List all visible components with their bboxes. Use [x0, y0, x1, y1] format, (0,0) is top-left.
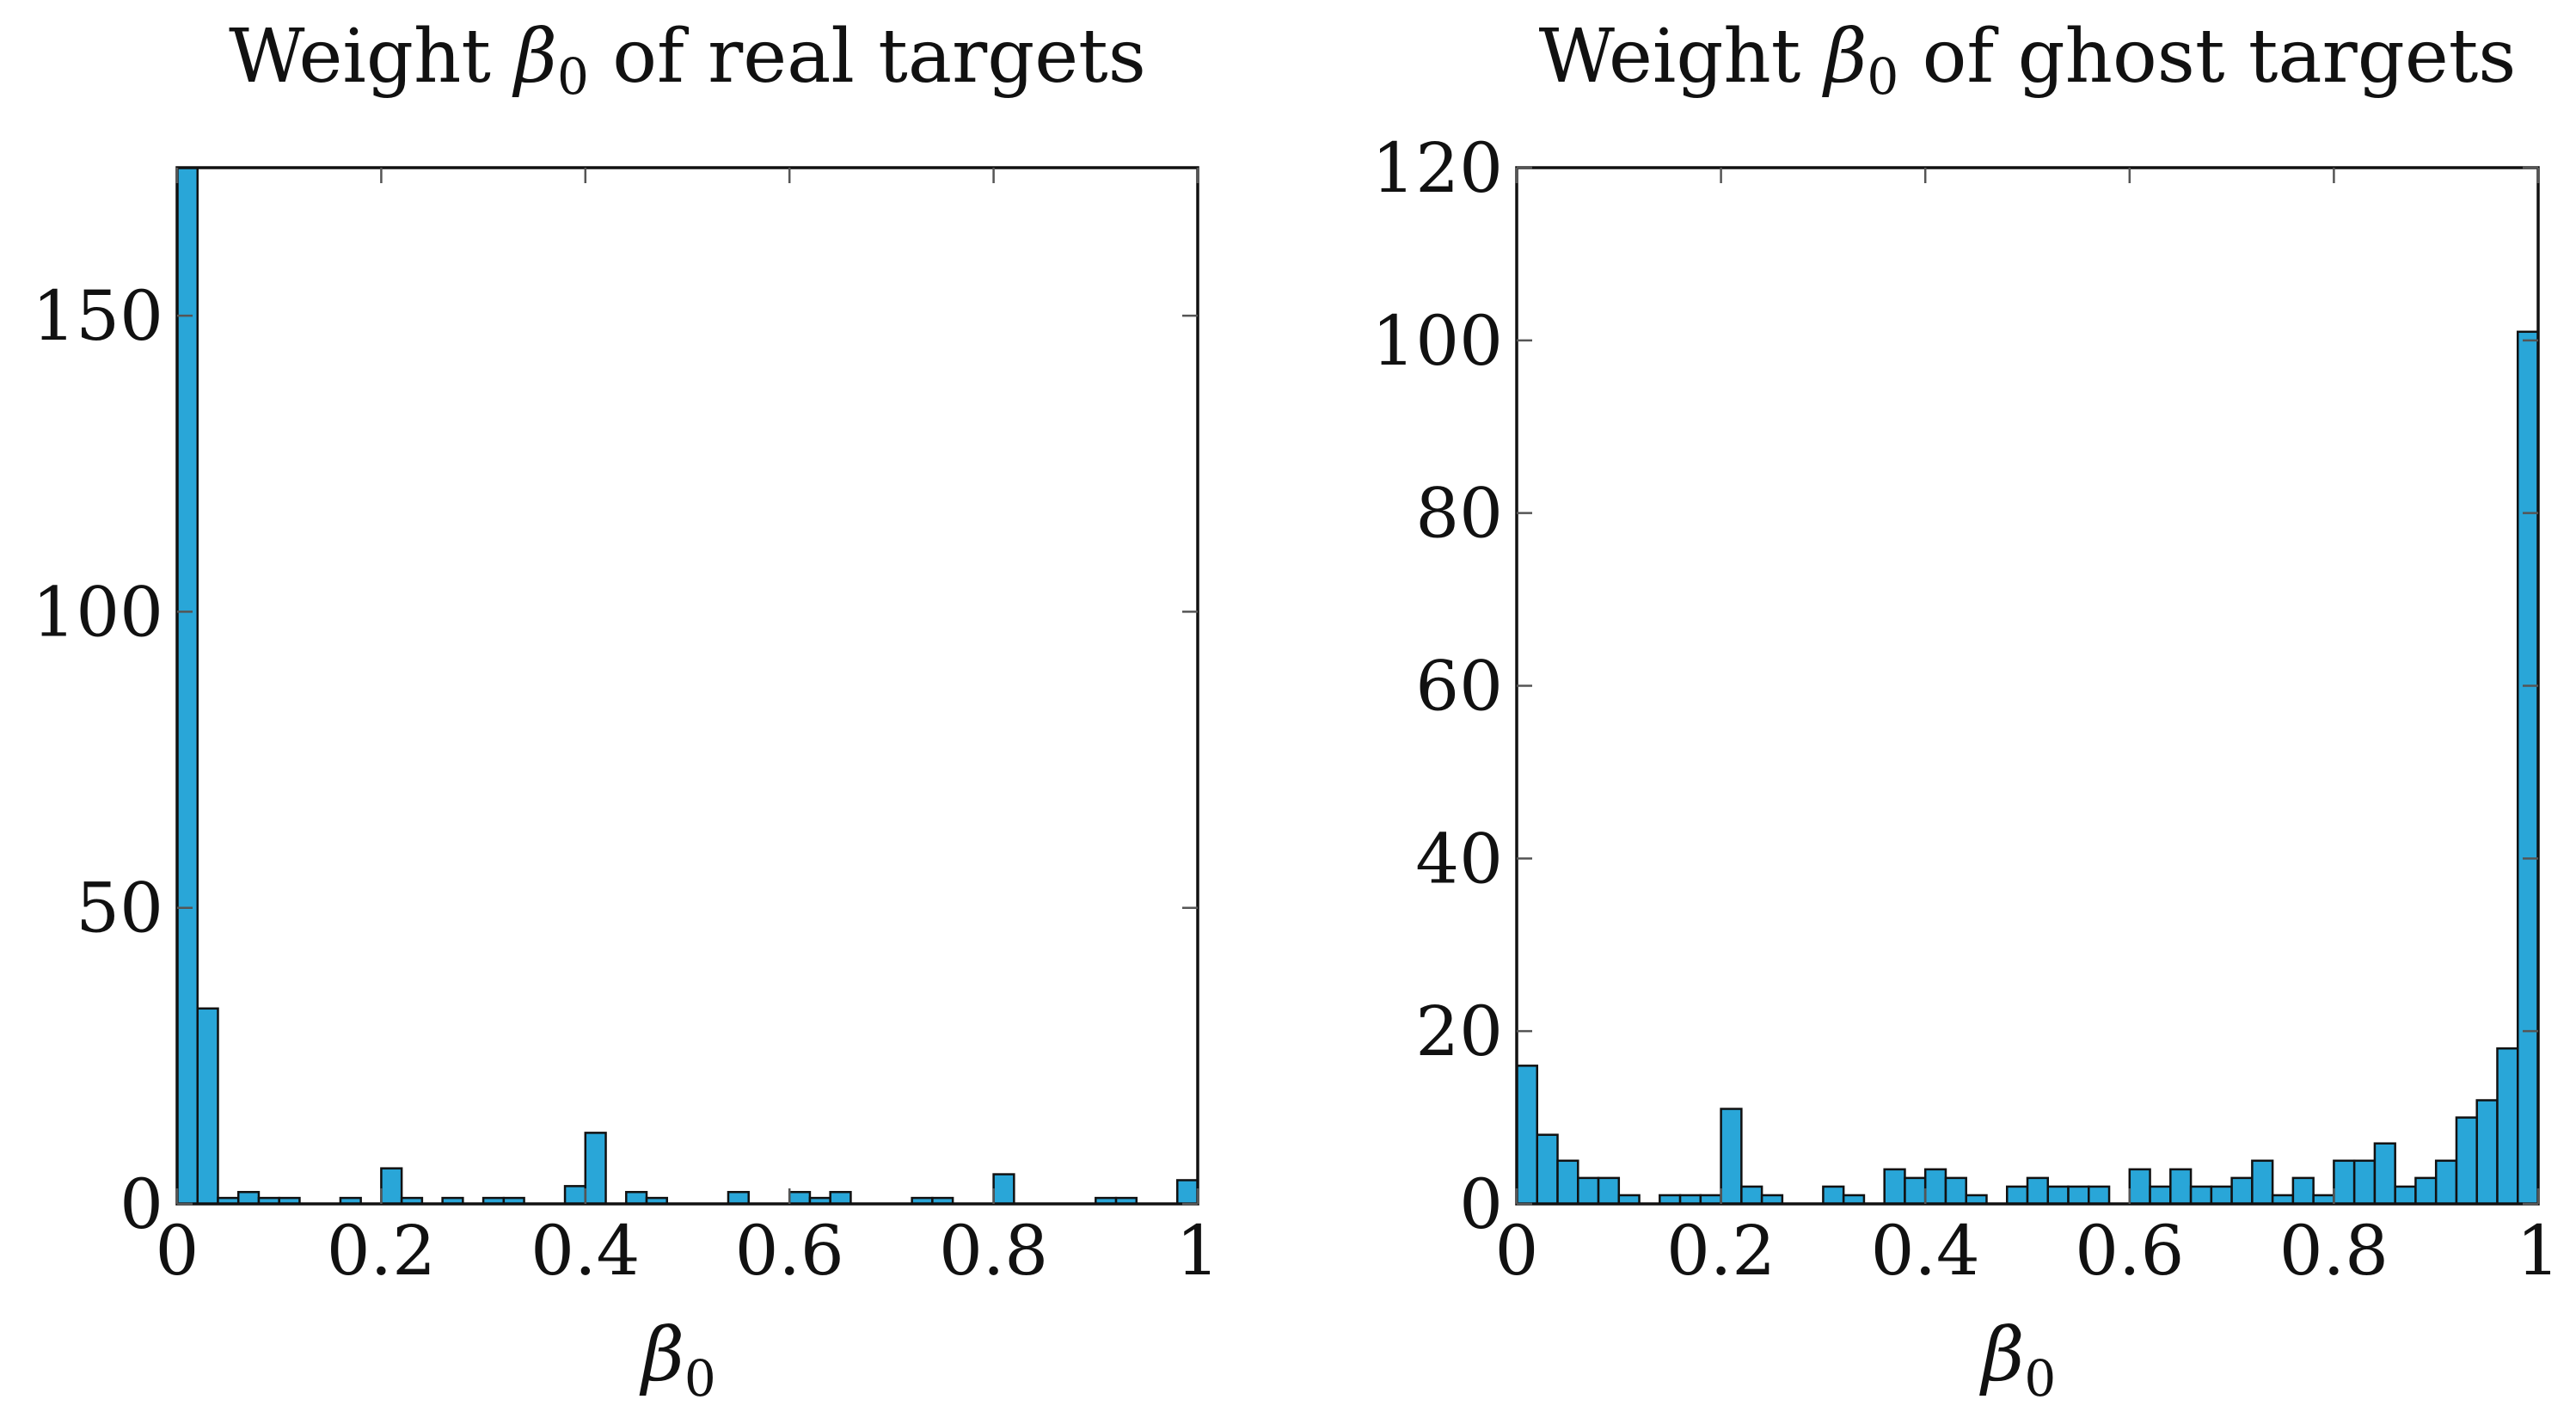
x-tick-label: 0.6	[2075, 1211, 2184, 1291]
x-tick-label: 0.2	[1666, 1211, 1776, 1291]
y-tick-label: 50	[76, 869, 163, 948]
histogram-bar	[1176, 1179, 1199, 1206]
histogram-bar	[2394, 1185, 2417, 1206]
histogram-bar	[1740, 1185, 1763, 1206]
title-prefix: Weight	[1539, 14, 1825, 100]
chart-title: Weight β0 of ghost targets	[1539, 14, 2517, 106]
histogram-bar	[1556, 1159, 1579, 1206]
histogram-bar	[2251, 1159, 2274, 1206]
histogram-bar	[2516, 330, 2540, 1206]
y-tick-label: 20	[1415, 991, 1503, 1071]
x-axis-label: β0	[1979, 1312, 2057, 1408]
histogram-bar	[2169, 1168, 2193, 1206]
x-axis-beta-symbol: β	[639, 1312, 684, 1398]
histogram-bar	[727, 1190, 750, 1206]
histogram-bar	[1597, 1176, 1621, 1206]
histogram-bar	[2455, 1116, 2478, 1206]
histogram-bar	[1904, 1176, 1927, 1206]
y-tick-label: 60	[1415, 647, 1503, 727]
histogram-bar	[2475, 1099, 2499, 1206]
histogram-bar	[2189, 1185, 2213, 1206]
title-beta-symbol: β	[512, 14, 557, 100]
histogram-bar	[2026, 1176, 2050, 1206]
histogram-bar	[563, 1185, 587, 1206]
histogram-bar	[2352, 1159, 2377, 1206]
title-beta-symbol: β	[1822, 14, 1868, 100]
x-tick-label: 0.8	[939, 1211, 1048, 1291]
histogram-bar	[1883, 1168, 1906, 1206]
x-tick-label: 0.4	[1871, 1211, 1980, 1291]
y-tick-label: 120	[1371, 128, 1503, 208]
histogram-bar	[1536, 1133, 1559, 1206]
title-prefix: Weight	[229, 14, 514, 100]
title-suffix: of ghost targets	[1898, 14, 2516, 100]
histogram-bar	[1515, 1065, 1539, 1206]
histogram-bar	[2149, 1185, 2172, 1206]
histogram-bar	[2230, 1176, 2254, 1206]
x-axis-beta-symbol: β	[1979, 1312, 2025, 1398]
x-tick-label: 1	[2517, 1211, 2561, 1291]
histogram-bar	[380, 1167, 403, 1206]
title-subscript: 0	[557, 47, 589, 106]
histogram-bar	[2005, 1185, 2029, 1206]
y-tick-label: 80	[1415, 474, 1503, 554]
histogram-bar	[2291, 1176, 2315, 1206]
histogram-bar	[2496, 1047, 2519, 1206]
histogram-bar	[2434, 1159, 2458, 1206]
x-tick-label: 0.8	[2279, 1211, 2389, 1291]
histogram-bar	[1720, 1108, 1743, 1206]
histogram-bar	[1944, 1176, 1967, 1206]
histogram-bar	[1822, 1185, 1845, 1206]
histogram-bar	[1923, 1168, 1947, 1206]
y-tick-label: 150	[32, 276, 163, 356]
title-subscript: 0	[1867, 47, 1898, 106]
y-tick-label: 0	[120, 1164, 163, 1244]
histogram-bar	[196, 1007, 219, 1206]
x-axis-label: β0	[639, 1312, 716, 1408]
histogram-bar	[788, 1190, 812, 1206]
x-axis-subscript: 0	[684, 1349, 716, 1408]
histogram-bar	[2210, 1185, 2233, 1206]
x-axis-subscript: 0	[2024, 1349, 2056, 1408]
histogram-bar	[2067, 1185, 2090, 1206]
x-tick-label: 0.6	[735, 1211, 844, 1291]
x-tick-label: 0.4	[531, 1211, 640, 1291]
histogram-bar	[2373, 1142, 2396, 1206]
histogram-bar	[2333, 1159, 2356, 1206]
plot-frame	[175, 166, 1199, 1206]
histogram-bar	[829, 1190, 852, 1206]
histogram-bar	[584, 1132, 607, 1206]
histogram-bar	[2128, 1168, 2151, 1206]
x-tick-label: 1	[1176, 1211, 1220, 1291]
x-tick-label: 0	[1495, 1211, 1539, 1291]
histogram-bar	[1577, 1176, 1600, 1206]
plot-frame	[1515, 166, 2540, 1206]
histogram-bar	[2088, 1185, 2111, 1206]
y-tick-label: 100	[1371, 301, 1503, 381]
histogram-bar	[992, 1173, 1015, 1206]
y-tick-label: 100	[32, 572, 163, 652]
histogram-bar	[236, 1190, 261, 1206]
chart-title: Weight β0 of real targets	[229, 14, 1146, 106]
x-tick-label: 0.2	[327, 1211, 436, 1291]
histogram-bar	[175, 166, 199, 1206]
histogram-bar	[625, 1190, 648, 1206]
y-tick-label: 0	[1459, 1164, 1503, 1244]
x-tick-label: 0	[156, 1211, 199, 1291]
histogram-bar	[2414, 1176, 2438, 1206]
y-tick-label: 40	[1415, 819, 1503, 899]
title-suffix: of real targets	[589, 14, 1146, 100]
histogram-bar	[2046, 1185, 2070, 1206]
